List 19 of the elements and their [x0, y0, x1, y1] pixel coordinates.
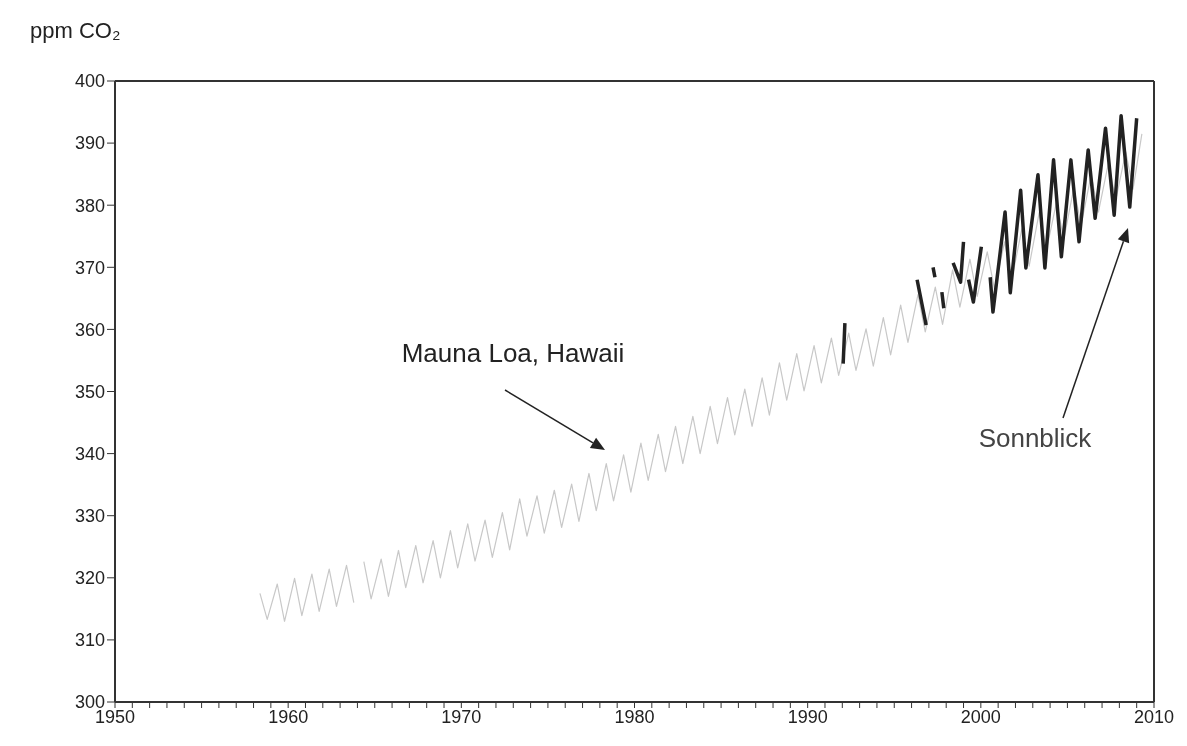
x-tick-label: 1960 [268, 706, 309, 727]
x-tick-label: 1970 [441, 706, 482, 727]
x-tick-label: 1980 [614, 706, 655, 727]
x-tick-label: 2010 [1133, 706, 1175, 727]
y-tick-label: 310 [74, 630, 105, 651]
y-tick-label: 340 [74, 443, 105, 464]
x-tick-label: 2000 [960, 706, 1001, 727]
annotation: Mauna Loa, Hawaii [401, 337, 625, 368]
y-tick-label: 370 [74, 257, 105, 278]
y-tick-label: 390 [74, 133, 105, 154]
y-tick-label: 360 [74, 319, 105, 340]
y-tick-label: 400 [74, 71, 105, 92]
x-tick-label: 1990 [787, 706, 828, 727]
y-tick-label: 330 [74, 506, 105, 527]
y-tick-label: 380 [74, 195, 105, 216]
annotation: Sonnblick [978, 422, 1093, 453]
y-tick-label: 320 [74, 568, 105, 589]
y-tick-label: 350 [74, 381, 105, 402]
y-axis-title: ppm CO₂ [30, 18, 121, 43]
